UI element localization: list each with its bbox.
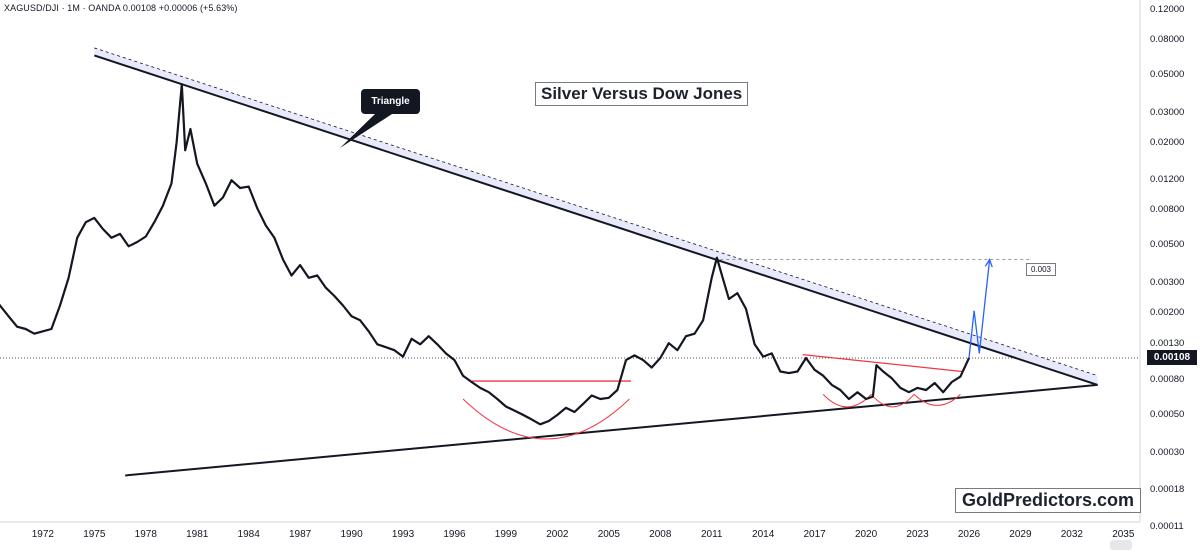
x-tick-label: 2008 [649, 529, 672, 540]
target-level-label[interactable]: 0.003 [1026, 263, 1056, 276]
x-tick-label: 1984 [237, 529, 260, 540]
y-tick-label: 0.00080 [1150, 374, 1185, 386]
x-tick-label: 2026 [957, 529, 981, 540]
x-tick-label: 2002 [546, 529, 569, 540]
triangle-lower-line [125, 383, 1098, 477]
x-tick-label: 1987 [289, 529, 312, 540]
y-tick-label: 0.00011 [1150, 520, 1184, 532]
drawings-layer [94, 47, 1098, 477]
projection-arrowhead [984, 258, 993, 268]
price-line [0, 83, 970, 426]
triangle-callout[interactable]: Triangle [361, 89, 420, 114]
y-tick-label: 0.12000 [1150, 4, 1185, 16]
y-tick-label: 0.00800 [1150, 204, 1185, 216]
y-tick-label: 0.01200 [1150, 174, 1185, 186]
y-tick-label: 0.00300 [1150, 276, 1185, 288]
x-tick-label: 2020 [854, 529, 878, 540]
upper-dashed-line [94, 47, 1098, 377]
upper-channel-fill [94, 47, 1098, 385]
x-tick-label: 2023 [906, 529, 929, 540]
x-tick-label: 2032 [1060, 529, 1083, 540]
y-tick-label: 0.00030 [1150, 446, 1185, 458]
cup-arc-3 [870, 394, 915, 408]
triangle-upper-line [94, 54, 1098, 386]
x-tick-label: 1975 [83, 529, 106, 540]
y-tick-label: 0.00130 [1150, 338, 1185, 350]
time-scale-handle[interactable] [1110, 540, 1132, 550]
y-tick-label: 0.00500 [1150, 238, 1185, 250]
axes-layer [0, 0, 1141, 523]
x-tick-label: 1981 [186, 529, 209, 540]
y-tick-label: 0.02000 [1150, 136, 1185, 148]
resistance-line-2 [802, 354, 963, 373]
ticker-info: XAGUSD/DJI · 1M · OANDA 0.00108 +0.00006… [4, 3, 238, 13]
watermark: GoldPredictors.com [955, 488, 1142, 513]
x-tick-label: 1990 [340, 529, 363, 540]
y-tick-label: 0.03000 [1150, 106, 1185, 118]
x-tick-label: 2005 [597, 529, 620, 540]
x-tick-label: 2029 [1009, 529, 1032, 540]
chart-title[interactable]: Silver Versus Dow Jones [535, 82, 749, 106]
x-tick-label: 2011 [700, 529, 723, 540]
projection-path [968, 259, 991, 359]
cup-arc-4 [913, 393, 961, 406]
x-tick-label: 1993 [391, 529, 415, 540]
x-tick-label: 2014 [752, 529, 775, 540]
y-tick-label: 0.08000 [1150, 34, 1185, 46]
y-tick-label: 0.05000 [1150, 68, 1185, 80]
y-tick-label: 0.00050 [1150, 408, 1185, 420]
y-tick-label: 0.00200 [1150, 306, 1185, 318]
callout-pointer [340, 114, 392, 148]
y-tick-label: 0.00018 [1150, 484, 1185, 496]
cup-arc-1 [462, 398, 630, 440]
x-tick-label: 2035 [1112, 529, 1135, 540]
x-tick-label: 1972 [31, 529, 54, 540]
x-tick-label: 1978 [134, 529, 157, 540]
x-tick-label: 1999 [494, 529, 518, 540]
last-price-badge: 0.00108 [1147, 350, 1197, 365]
x-tick-label: 1996 [443, 529, 466, 540]
price-series-layer [0, 83, 993, 426]
x-tick-label: 2017 [803, 529, 826, 540]
